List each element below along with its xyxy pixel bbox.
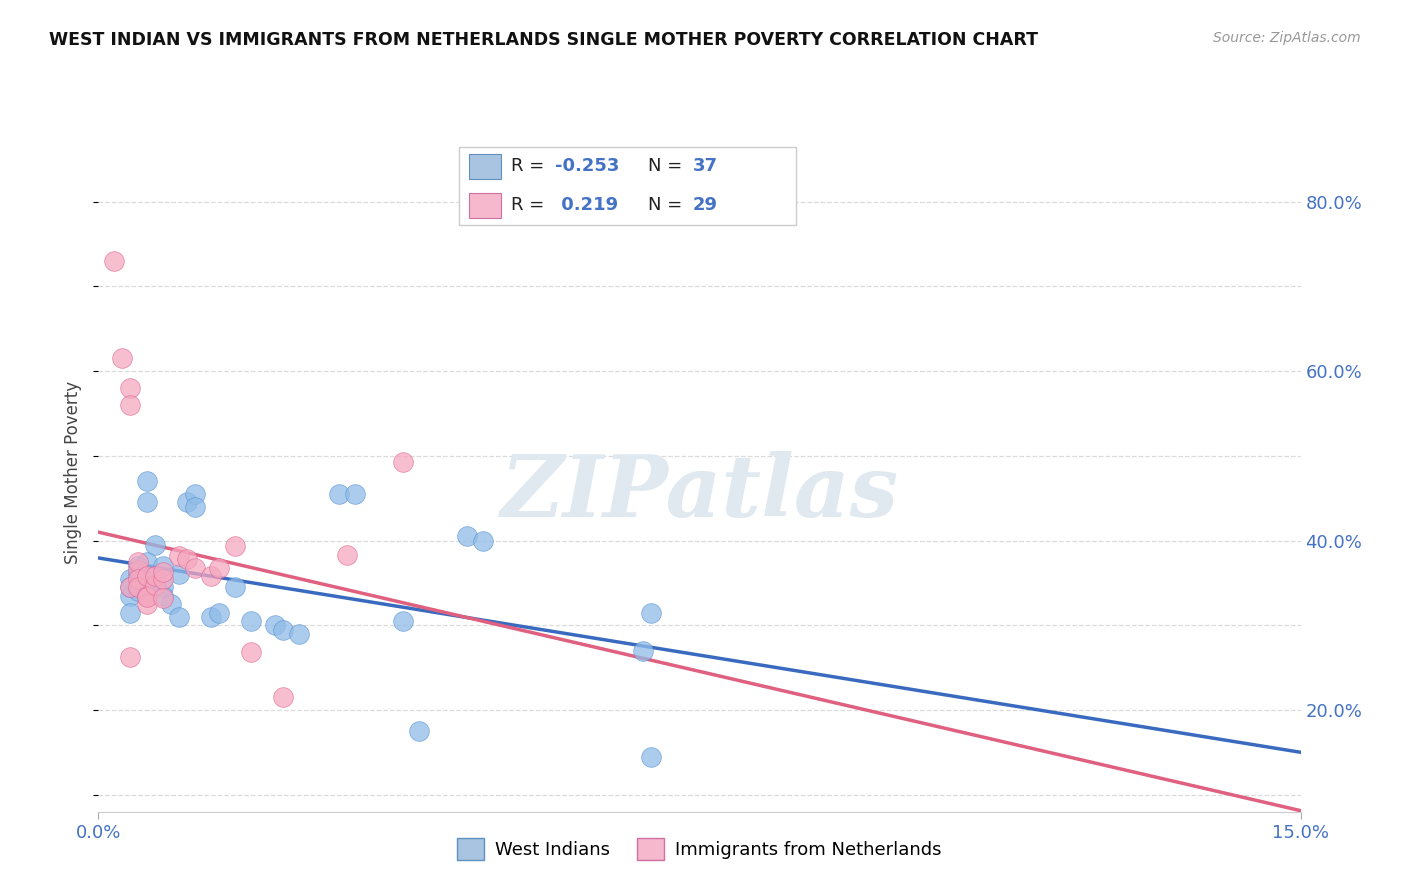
Point bbox=[128, 563, 150, 577]
Text: N =: N = bbox=[648, 157, 688, 175]
Point bbox=[152, 591, 174, 606]
Point bbox=[208, 560, 231, 574]
Point bbox=[135, 495, 157, 509]
Point bbox=[456, 529, 478, 543]
Y-axis label: Single Mother Poverty: Single Mother Poverty bbox=[65, 381, 83, 565]
Text: 37: 37 bbox=[693, 157, 718, 175]
Point bbox=[167, 567, 190, 582]
Point bbox=[159, 597, 181, 611]
Point bbox=[152, 580, 174, 594]
Point bbox=[208, 606, 231, 620]
Point bbox=[183, 560, 205, 574]
Point bbox=[167, 549, 190, 563]
Point bbox=[271, 690, 294, 705]
Point bbox=[120, 580, 142, 594]
Text: ZIPatlas: ZIPatlas bbox=[501, 451, 898, 535]
Point bbox=[200, 610, 222, 624]
Point bbox=[176, 495, 198, 509]
Point bbox=[135, 589, 157, 603]
Point bbox=[263, 618, 285, 632]
Point bbox=[120, 398, 142, 412]
Point bbox=[135, 569, 157, 583]
Text: 29: 29 bbox=[693, 196, 718, 214]
Point bbox=[128, 584, 150, 599]
Point bbox=[328, 487, 350, 501]
Point bbox=[472, 533, 495, 548]
Point bbox=[128, 580, 150, 594]
Point bbox=[128, 558, 150, 574]
Point bbox=[224, 540, 246, 554]
Point bbox=[120, 381, 142, 395]
Point bbox=[143, 577, 166, 591]
Point bbox=[392, 614, 415, 628]
Point bbox=[640, 749, 662, 764]
Point bbox=[120, 572, 142, 586]
Point bbox=[152, 565, 174, 579]
Text: N =: N = bbox=[648, 196, 688, 214]
Text: 0.219: 0.219 bbox=[555, 196, 619, 214]
Legend: West Indians, Immigrants from Netherlands: West Indians, Immigrants from Netherland… bbox=[450, 830, 949, 867]
FancyBboxPatch shape bbox=[458, 147, 796, 226]
Point bbox=[120, 606, 142, 620]
Text: WEST INDIAN VS IMMIGRANTS FROM NETHERLANDS SINGLE MOTHER POVERTY CORRELATION CHA: WEST INDIAN VS IMMIGRANTS FROM NETHERLAN… bbox=[49, 31, 1038, 49]
Point bbox=[143, 569, 166, 583]
Point bbox=[224, 580, 246, 594]
Point bbox=[111, 351, 134, 366]
Text: R =: R = bbox=[512, 196, 550, 214]
Point bbox=[128, 567, 150, 582]
Point bbox=[135, 591, 157, 605]
Point bbox=[120, 580, 142, 594]
Point bbox=[143, 538, 166, 552]
Point bbox=[135, 555, 157, 569]
Point bbox=[343, 487, 366, 501]
Point bbox=[135, 475, 157, 489]
Text: -0.253: -0.253 bbox=[555, 157, 620, 175]
Point bbox=[183, 487, 205, 501]
Point bbox=[143, 572, 166, 586]
Point bbox=[640, 606, 662, 620]
Bar bbox=[470, 194, 501, 218]
Point bbox=[152, 572, 174, 586]
Point bbox=[120, 589, 142, 603]
Text: Source: ZipAtlas.com: Source: ZipAtlas.com bbox=[1213, 31, 1361, 45]
Point bbox=[392, 455, 415, 469]
Point bbox=[408, 724, 430, 739]
Point bbox=[239, 645, 262, 659]
Bar bbox=[470, 154, 501, 178]
Point bbox=[271, 623, 294, 637]
Point bbox=[633, 644, 655, 658]
Point bbox=[135, 597, 157, 611]
Point bbox=[152, 558, 174, 574]
Point bbox=[288, 626, 311, 640]
Point bbox=[167, 610, 190, 624]
Point bbox=[239, 614, 262, 628]
Point bbox=[200, 569, 222, 583]
Point bbox=[152, 589, 174, 603]
Text: R =: R = bbox=[512, 157, 550, 175]
Point bbox=[120, 649, 142, 664]
Point bbox=[183, 500, 205, 514]
Point bbox=[336, 548, 359, 562]
Point bbox=[176, 552, 198, 566]
Point bbox=[128, 555, 150, 569]
Point bbox=[128, 572, 150, 586]
Point bbox=[103, 254, 125, 268]
